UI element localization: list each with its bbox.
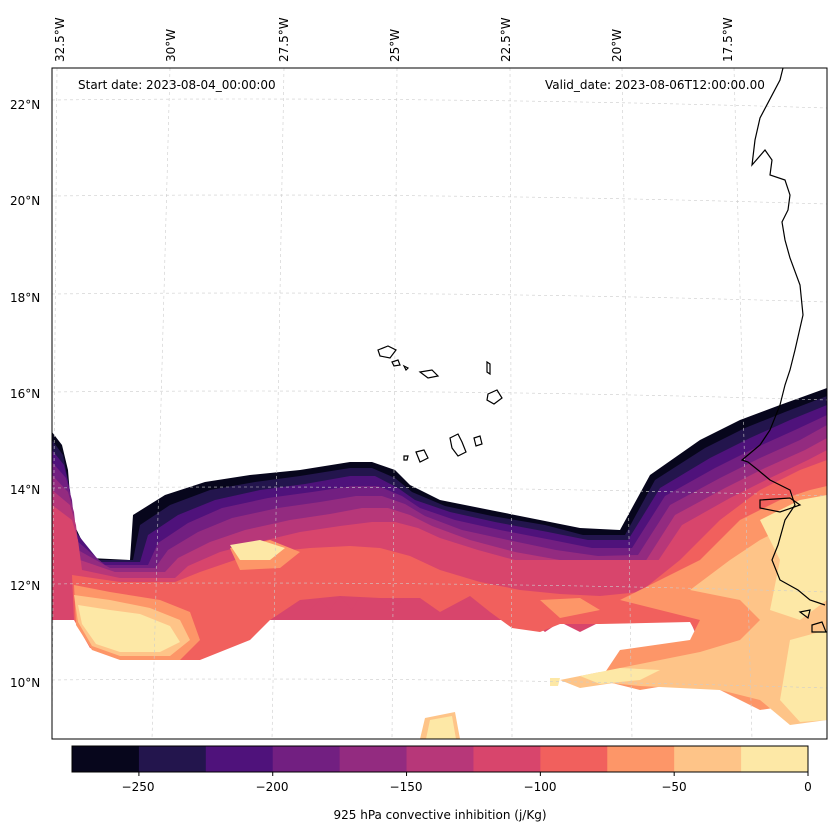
cape-verde-fogo (415, 449, 429, 463)
valid-date-label: Valid_date: 2023-08-06T12:00:00.00 (545, 78, 765, 92)
colorbar-swatch (674, 746, 742, 772)
colorbar-swatch (540, 746, 608, 772)
lat-label-22n: 22°N (10, 98, 41, 112)
cape-verde-maio (473, 435, 483, 447)
colorbar-title: 925 hPa convective inhibition (j/Kg) (333, 808, 547, 822)
colorbar-tick-label: −100 (523, 780, 557, 794)
lon-label-20w: 20°W (610, 28, 624, 62)
africa-coast (740, 68, 826, 606)
coastlines (377, 68, 827, 633)
colorbar-tick-label: 0 (804, 780, 812, 794)
cape-verde-santiago (449, 433, 467, 457)
lat-label-12n: 12°N (10, 579, 41, 593)
lon-label-17-5w: 17.5°W (721, 17, 735, 62)
colorbar-swatch (205, 746, 274, 772)
gambia-river (759, 497, 802, 513)
lon-label-32-5w: 32.5°W (53, 17, 67, 62)
cin-band-050 (74, 515, 827, 739)
cin-band-100 (72, 460, 827, 660)
colorbar-swatch (607, 746, 675, 772)
cape-verde-sal (486, 360, 491, 376)
lat-label-14n: 14°N (10, 483, 41, 497)
colorbar-swatch (138, 746, 207, 772)
lat-label-20n: 20°N (10, 194, 41, 208)
map-frame (51, 67, 828, 740)
cape-verde-santa-luzia (402, 364, 410, 372)
colorbar-tick-label: −200 (255, 780, 289, 794)
lat-label-10n: 10°N (10, 676, 41, 690)
cape-verde-sao-vicente (391, 359, 401, 367)
colorbar-swatch (272, 746, 341, 772)
colorbar-tick-label: −250 (121, 780, 155, 794)
lon-label-22-5w: 22.5°W (499, 17, 513, 62)
cin-contour-field (52, 388, 827, 739)
cin-band-025 (78, 495, 827, 739)
colorbar-swatch (339, 746, 408, 772)
colorbar (71, 745, 809, 776)
colorbar-tick-label: −50 (661, 780, 687, 794)
cape-verde-boa-vista (486, 389, 503, 405)
cape-verde-santo-antao (377, 345, 397, 359)
colorbar-frame (71, 745, 809, 773)
lon-label-25w: 25°W (388, 28, 402, 62)
start-date-label: Start date: 2023-08-04_00:00:00 (78, 78, 276, 92)
colorbar-swatch (72, 746, 140, 772)
colorbar-swatch (741, 746, 809, 772)
cape-verde-sao-nicolau (418, 369, 440, 379)
colorbar-tick-label: −150 (389, 780, 423, 794)
lat-label-18n: 18°N (10, 291, 41, 305)
graticule (52, 68, 827, 739)
cin-band-125-south (74, 560, 827, 660)
bijagos-islands (798, 609, 827, 633)
lat-label-16n: 16°N (10, 387, 41, 401)
colorbar-swatch (406, 746, 474, 772)
lon-label-30w: 30°W (164, 28, 178, 62)
lon-label-27-5w: 27.5°W (277, 17, 291, 62)
cape-verde-brava (403, 455, 409, 461)
colorbar-swatch (473, 746, 541, 772)
